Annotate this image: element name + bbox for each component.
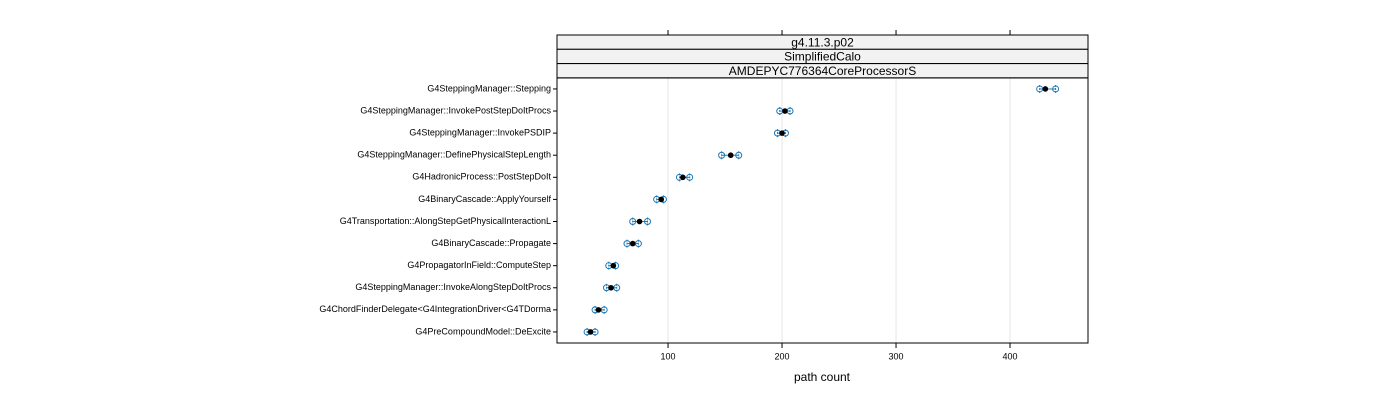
high-point bbox=[686, 173, 694, 181]
y-tick-label: G4BinaryCascade::Propagate bbox=[431, 238, 551, 248]
y-tick-label: G4SteppingManager::InvokePostStepDoItPro… bbox=[360, 105, 551, 115]
median-dot bbox=[595, 307, 602, 313]
y-tick-label: G4SteppingManager::DefinePhysicalStepLen… bbox=[357, 150, 551, 160]
y-tick-label: G4SteppingManager::InvokeAlongStepDoItPr… bbox=[355, 282, 551, 292]
low-point bbox=[629, 217, 637, 225]
x-tick-label: 100 bbox=[661, 351, 676, 361]
median-dot bbox=[779, 130, 785, 136]
median-dot bbox=[658, 196, 664, 203]
median-dot bbox=[587, 329, 594, 335]
y-tick-label: G4ChordFinderDelegate<G4IntegrationDrive… bbox=[319, 304, 551, 314]
high-point bbox=[644, 217, 652, 225]
median-dot bbox=[629, 240, 636, 247]
y-tick-label: G4SteppingManager::InvokePSDIP bbox=[409, 128, 551, 138]
median-dot bbox=[727, 152, 734, 159]
x-tick-label: 300 bbox=[889, 351, 904, 361]
strip-label: SimplifiedCalo bbox=[784, 50, 861, 64]
median-dot bbox=[610, 262, 617, 269]
y-tick-label: G4HadronicProcess::PostStepDoIt bbox=[412, 172, 551, 182]
high-point bbox=[735, 151, 743, 159]
y-tick-label: G4SteppingManager::Stepping bbox=[427, 83, 551, 93]
x-axis-label: path count bbox=[794, 370, 851, 384]
median-dot bbox=[1042, 86, 1049, 92]
median-dot bbox=[782, 108, 788, 114]
x-tick-label: 200 bbox=[775, 351, 790, 361]
median-dot bbox=[608, 284, 614, 291]
median-dot bbox=[680, 174, 686, 181]
y-tick-label: G4BinaryCascade::ApplyYourself bbox=[418, 194, 551, 204]
high-point bbox=[1052, 85, 1060, 93]
y-tick-label: G4PreCompoundModel::DeExcite bbox=[415, 326, 551, 336]
median-dot bbox=[636, 218, 643, 225]
panel bbox=[556, 77, 1089, 344]
strip-label: AMDEPYC776364CoreProcessorS bbox=[729, 64, 916, 78]
x-tick-label: 400 bbox=[1003, 351, 1018, 361]
y-tick-label: G4Transportation::AlongStepGetPhysicalIn… bbox=[340, 216, 551, 226]
low-point bbox=[718, 151, 726, 159]
y-tick-label: G4PropagatorInField::ComputeStep bbox=[407, 260, 551, 270]
strip-label: g4.11.3.p02 bbox=[791, 35, 854, 49]
